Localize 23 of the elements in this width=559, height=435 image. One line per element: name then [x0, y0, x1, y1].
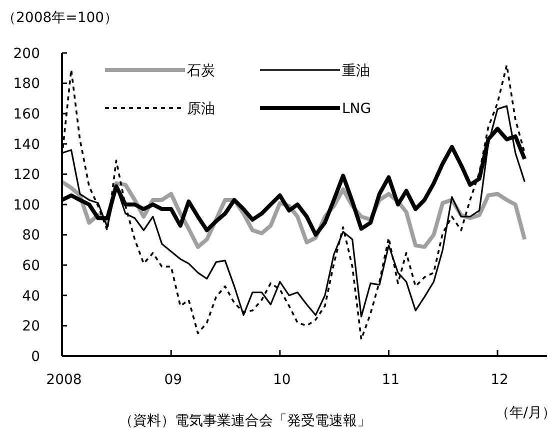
x-axis-title: （年/月） [495, 405, 556, 421]
y-tick-label: 80 [22, 228, 40, 244]
y-tick-label: 180 [13, 76, 40, 92]
x-tick-label: 09 [164, 372, 182, 388]
y-tick-label: 60 [22, 258, 40, 274]
x-tick-label: 2008 [46, 372, 82, 388]
legend-label: 石炭 [187, 62, 215, 79]
y-tick-label: 100 [13, 197, 40, 214]
y-tick-label: 160 [13, 106, 40, 122]
legend-label: LNG [342, 100, 372, 117]
y-axis-title: （2008年=100） [2, 10, 118, 26]
y-tick-label: 200 [13, 46, 40, 62]
legend-label: 原油 [187, 100, 215, 117]
y-tick-label: 120 [13, 167, 40, 184]
text: （資料）電気事業連合会「発受電速報」 [119, 413, 371, 429]
y-tick-label: 20 [22, 318, 40, 335]
y-tick-label: 0 [31, 348, 40, 365]
x-tick-label: 10 [272, 372, 291, 388]
y-tick-label: 140 [13, 136, 40, 153]
legend-label: 重油 [342, 62, 370, 79]
y-tick-label: 40 [22, 288, 40, 304]
x-tick-label: 12 [490, 372, 508, 388]
x-tick-label: 11 [382, 372, 400, 388]
